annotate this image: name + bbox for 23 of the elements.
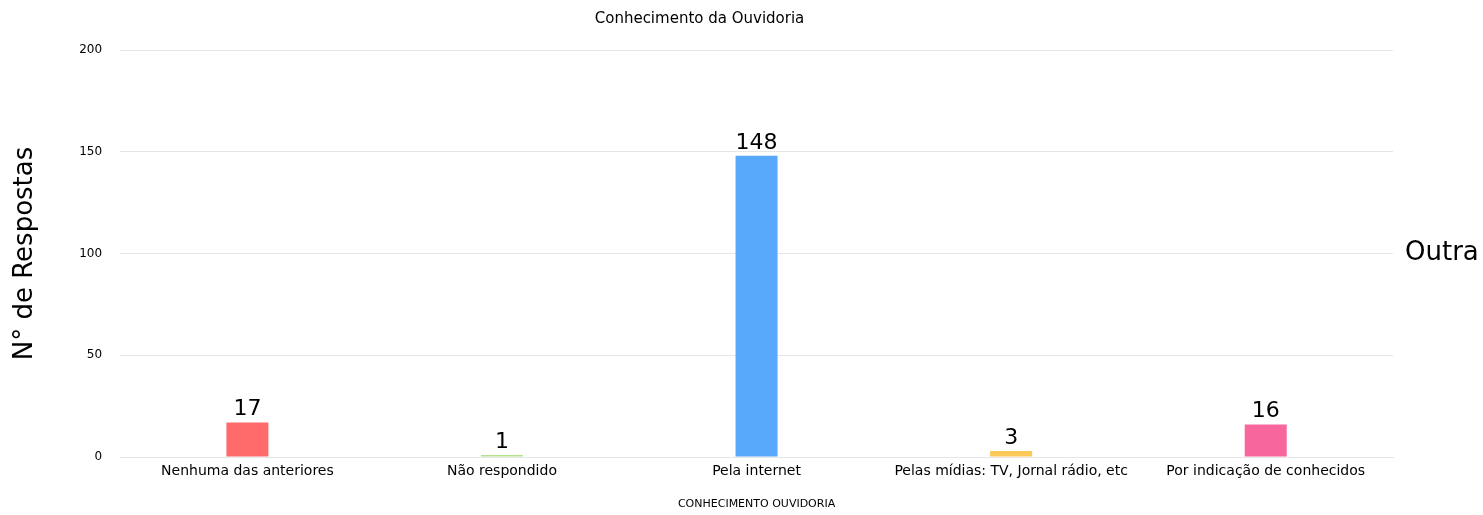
y-tick-label: 200 — [79, 42, 103, 57]
chart-title: Conhecimento da Ouvidoria — [594, 8, 805, 27]
y-tick-label: 100 — [79, 245, 103, 260]
y-tick-label: 0 — [94, 449, 103, 464]
bar — [1244, 424, 1287, 457]
bar — [735, 155, 778, 457]
x-tick-label: Pela internet — [712, 462, 802, 479]
text: Outra — [1405, 236, 1479, 267]
y-tick-label: 150 — [79, 143, 103, 158]
data-label: 17 — [233, 395, 262, 421]
y-tick-label: 50 — [86, 347, 103, 362]
y-axis-title: N° de Respostas — [8, 146, 39, 361]
bar — [990, 450, 1033, 457]
x-tick-label: Pelas mídias: TV, Jornal rádio, etc — [894, 462, 1128, 479]
x-tick-label: Não respondido — [446, 462, 557, 479]
data-label: 16 — [1251, 397, 1280, 423]
data-label: 148 — [735, 128, 778, 154]
data-label: 1 — [494, 427, 509, 453]
x-tick-label: Nenhuma das anteriores — [161, 462, 334, 479]
bar — [226, 422, 269, 457]
x-axis-title: CONHECIMENTO OUVIDORIA — [677, 497, 836, 511]
data-label: 3 — [1004, 423, 1019, 449]
x-tick-label: Por indicação de conhecidos — [1166, 462, 1366, 479]
